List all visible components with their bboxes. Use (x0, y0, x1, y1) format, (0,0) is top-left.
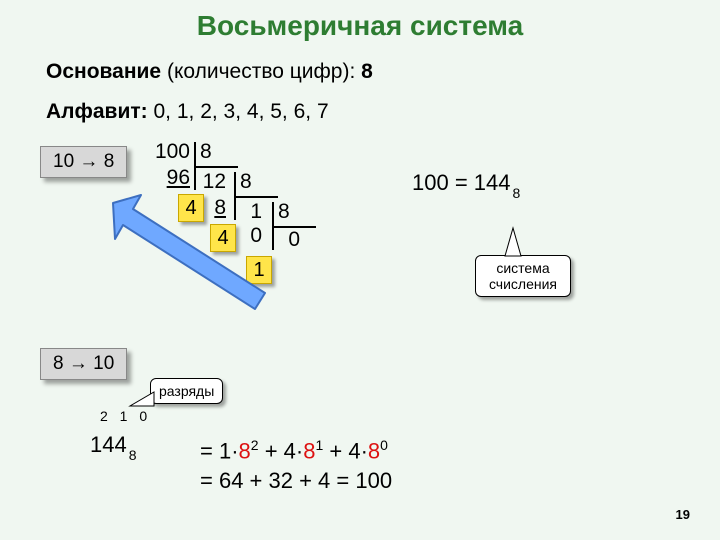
e1b: 8 (239, 438, 251, 463)
num144-sub: 8 (129, 447, 137, 463)
e1a: = 1· (200, 438, 239, 463)
badge-8-to-10: 8 → 10 (40, 348, 127, 380)
base-label: Основание (46, 60, 161, 83)
number-144-base8: 1448 (90, 432, 135, 460)
e1d: + 4· (259, 438, 304, 463)
e1e: 8 (303, 438, 315, 463)
callout-system: система счисления (475, 255, 571, 297)
conversion-result: 100 = 1448 (412, 170, 518, 198)
badge-10-to-8: 10 → 8 (40, 146, 127, 178)
divisor-1: 8 (240, 170, 252, 194)
subtrahend-0: 96 (150, 166, 190, 190)
alphabet-rest: 0, 1, 2, 3, 4, 5, 6, 7 (148, 100, 329, 123)
line-base: Основание (количество цифр): 8 (46, 60, 373, 84)
callout-digits: разряды (150, 378, 223, 404)
page-number: 19 (676, 507, 690, 522)
expansion-line1: = 1·82 + 4·81 + 4·80 (200, 430, 392, 466)
base-rest: (количество цифр): (161, 60, 361, 83)
dividend-0: 100 (150, 140, 190, 164)
line-alphabet: Алфавит: 0, 1, 2, 3, 4, 5, 6, 7 (46, 100, 329, 124)
divisor-0: 8 (200, 140, 212, 164)
quotient-0: 12 (196, 170, 226, 194)
arrow-icon (95, 195, 315, 335)
base-value: 8 (361, 60, 373, 83)
result-lhs: 100 = 144 (412, 170, 510, 195)
hline-0 (194, 166, 238, 168)
result-sub: 8 (512, 185, 520, 201)
callout-pointer-1 (505, 240, 525, 260)
slide-title: Восьмеричная система (0, 10, 720, 42)
e1c: 2 (251, 437, 259, 453)
e1g: + 4· (323, 438, 368, 463)
num144-val: 144 (90, 432, 127, 457)
digit-positions: 2 1 0 (100, 408, 151, 424)
e1h: 8 (368, 438, 380, 463)
expansion-line2: = 64 + 32 + 4 = 100 (200, 466, 392, 496)
alphabet-label: Алфавит: (46, 100, 148, 123)
expansion: = 1·82 + 4·81 + 4·80 = 64 + 32 + 4 = 100 (200, 430, 392, 496)
e1i: 0 (380, 437, 388, 453)
